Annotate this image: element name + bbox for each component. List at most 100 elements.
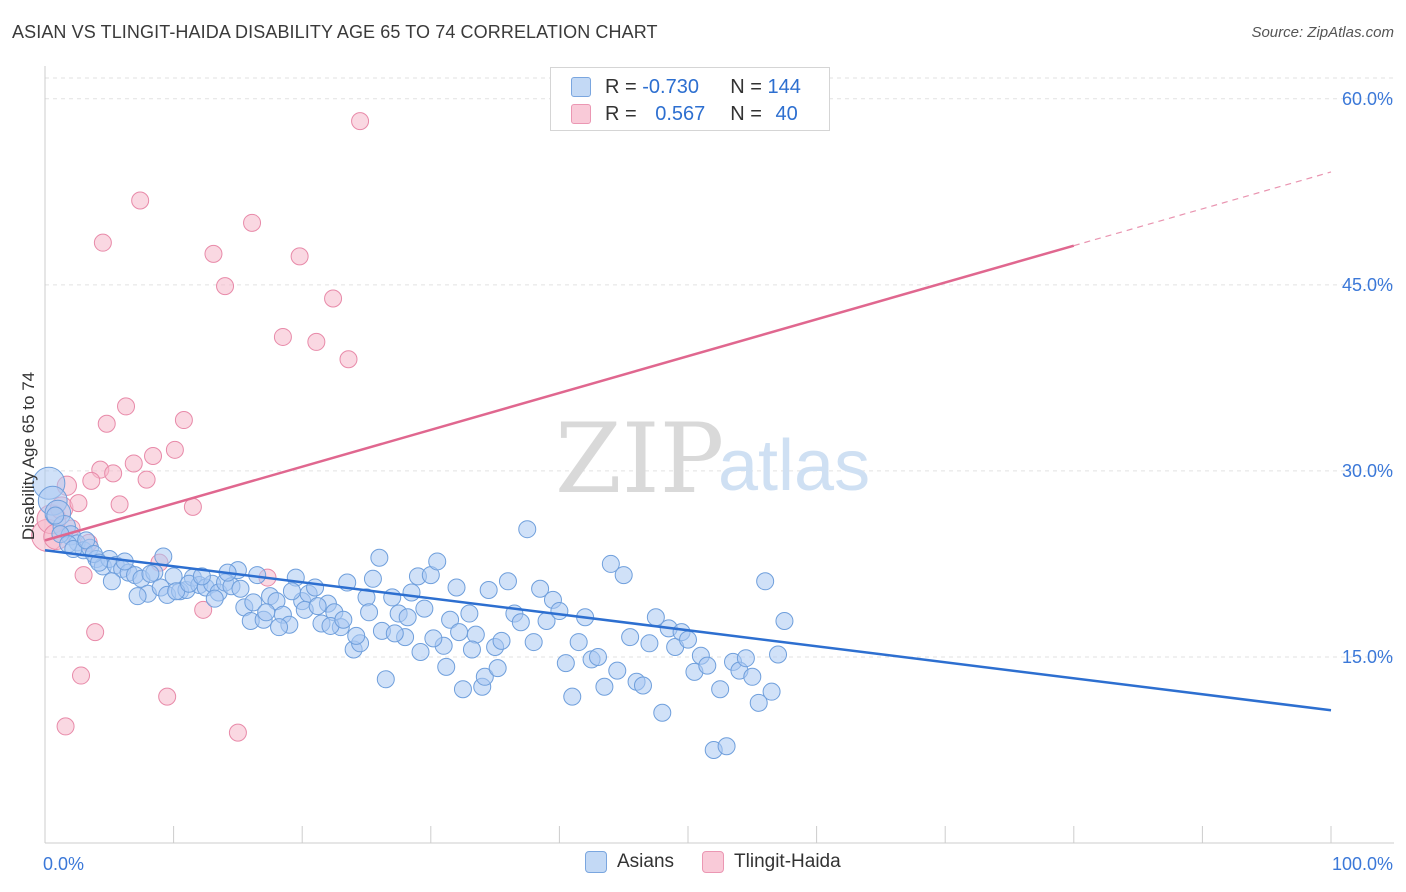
tlingit-haida-point <box>104 464 123 483</box>
tlingit-haida-point <box>290 247 309 266</box>
y-tick-label: 60.0% <box>1342 89 1393 109</box>
asian-point <box>460 604 479 623</box>
asian-point <box>231 579 250 598</box>
tlingit-haida-point <box>216 277 235 296</box>
r-label: R = <box>605 102 637 125</box>
asian-swatch <box>571 77 591 97</box>
r-value-tlingit: 0.567 <box>655 102 706 125</box>
legend-label-tlingit: Tlingit-Haida <box>734 851 841 872</box>
asian-point <box>306 578 325 597</box>
tlingit-haida-point <box>339 350 358 369</box>
asian-point <box>717 737 736 756</box>
asian-point <box>385 624 404 643</box>
asian-point <box>698 656 717 675</box>
tlingit-haida-point <box>117 397 136 416</box>
asian-legend-swatch <box>585 851 607 873</box>
tlingit-haida-point <box>137 470 156 489</box>
asian-point <box>775 611 794 630</box>
asian-point <box>192 567 211 586</box>
asian-point <box>466 625 485 644</box>
tlingit-haida-point <box>131 191 150 210</box>
tlingit-haida-point <box>243 213 262 232</box>
asian-point <box>46 506 65 525</box>
legend-item-tlingit[interactable]: Tlingit-Haida <box>702 851 841 873</box>
asian-point <box>462 640 481 659</box>
asian-point <box>282 582 301 601</box>
tlingit-trend-extension <box>1073 171 1332 247</box>
asian-point <box>524 633 543 652</box>
asian-point <box>608 661 627 680</box>
n-value-tlingit: 40 <box>775 102 798 125</box>
r-label: R = <box>605 75 637 98</box>
tlingit-haida-point <box>228 723 247 742</box>
x-tick-label: 0.0% <box>43 854 84 874</box>
y-tick-label: 15.0% <box>1342 647 1393 667</box>
tlingit-haida-point <box>93 233 112 252</box>
tlingit-haida-point <box>324 289 343 308</box>
asian-point <box>736 649 755 668</box>
legend-item-asians[interactable]: Asians <box>585 851 674 873</box>
y-axis-label: Disability Age 65 to 74 <box>19 372 38 540</box>
asian-point <box>640 634 659 653</box>
y-tick-label: 30.0% <box>1342 461 1393 481</box>
asian-point <box>376 670 395 689</box>
tlingit-haida-point <box>158 687 177 706</box>
asian-point <box>141 564 160 583</box>
asian-point <box>769 645 788 664</box>
n-value-asians: 144 <box>767 75 801 98</box>
axes <box>44 66 1394 844</box>
asian-point <box>595 677 614 696</box>
asian-point <box>402 583 421 602</box>
asian-point <box>601 554 620 573</box>
tlingit-haida-point <box>74 566 93 585</box>
asian-point <box>498 572 517 591</box>
n-label: N = <box>730 75 762 98</box>
tlingit-haida-point <box>72 666 91 685</box>
tlingit-haida-points <box>31 112 370 742</box>
asian-point <box>531 579 550 598</box>
asian-point <box>441 610 460 629</box>
asian-point <box>563 687 582 706</box>
asian-point <box>363 569 382 588</box>
tlingit-swatch <box>571 104 591 124</box>
asian-point <box>749 693 768 712</box>
asian-point <box>257 603 276 622</box>
asian-point <box>479 580 498 599</box>
correlation-legend: R = -0.730 N = 144 R = 0.567 N = 40 <box>550 67 830 131</box>
asian-point <box>334 610 353 629</box>
asian-point <box>415 599 434 618</box>
tlingit-haida-point <box>307 332 326 351</box>
y-tick-label: 45.0% <box>1342 275 1393 295</box>
tlingit-haida-point <box>124 454 143 473</box>
n-label: N = <box>730 102 762 125</box>
source-credit: Source: ZipAtlas.com <box>1251 24 1394 41</box>
asian-point <box>453 680 472 699</box>
tlingit-haida-point <box>144 447 163 466</box>
legend-label-asians: Asians <box>617 851 675 872</box>
asian-point <box>437 657 456 676</box>
tlingit-haida-point <box>82 471 101 490</box>
tlingit-haida-point <box>56 717 75 736</box>
asian-point <box>424 629 443 648</box>
watermark-atlas: atlas <box>718 426 870 506</box>
tlingit-haida-point <box>204 244 223 263</box>
x-tick-label: 100.0% <box>1332 854 1393 874</box>
asian-point <box>347 626 366 645</box>
asian-point <box>550 602 569 621</box>
tlingit-haida-point <box>86 623 105 642</box>
chart-title: ASIAN VS TLINGIT-HAIDA DISABILITY AGE 65… <box>12 22 658 42</box>
asian-trend-line <box>44 549 1332 712</box>
asian-point <box>154 547 173 566</box>
asian-point <box>756 572 775 591</box>
tlingit-trend-line <box>44 244 1075 542</box>
watermark: ZIP atlas <box>555 403 870 515</box>
tlingit-haida-point <box>174 411 193 430</box>
asian-point <box>383 588 402 607</box>
tlingit-haida-point <box>273 327 292 346</box>
tlingit-haida-point <box>194 600 213 619</box>
asian-point <box>743 667 762 686</box>
tick-labels: 15.0% 30.0% 45.0% 60.0% 0.0% 100.0% <box>43 89 1393 874</box>
asian-point <box>653 703 672 722</box>
asian-point <box>492 631 511 650</box>
